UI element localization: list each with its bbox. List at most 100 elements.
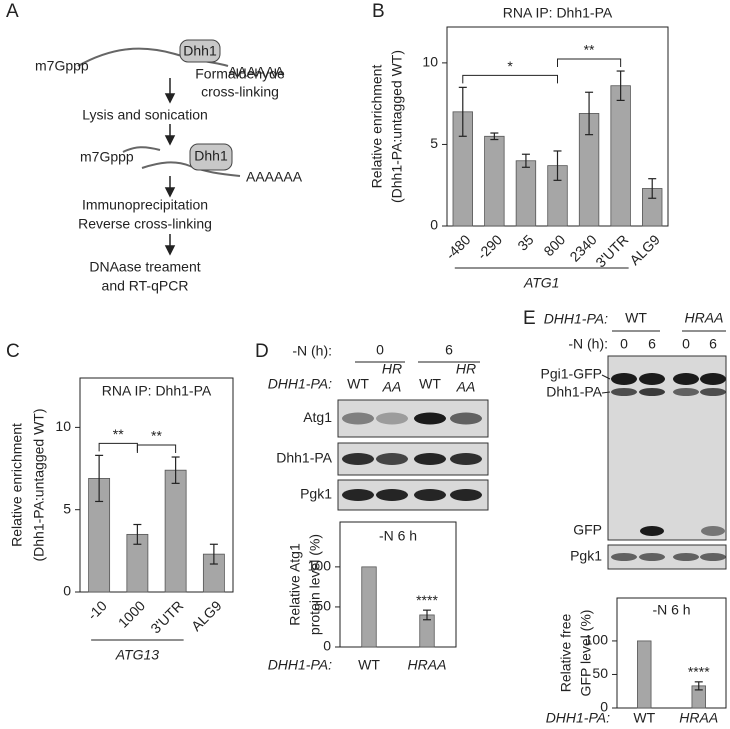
band: [414, 453, 446, 465]
band: [700, 553, 726, 561]
significance-bracket: [136, 444, 177, 454]
time-value: 0: [376, 342, 384, 358]
y-tick-label: 100: [585, 632, 609, 648]
chart-title: RNA IP: Dhh1-PA: [503, 5, 613, 21]
strain-label: DHH1-PA:: [268, 376, 332, 392]
y-tick-label: 5: [430, 135, 438, 151]
y-axis-label: (Dhh1-PA:untagged WT): [389, 50, 405, 203]
band: [673, 388, 699, 396]
cap-label: m7Gppp: [80, 149, 134, 165]
y-tick-label: 10: [55, 418, 71, 434]
error-bar: [423, 609, 431, 621]
protein-label: Dhh1: [183, 43, 217, 59]
x-tick-label: WT: [358, 657, 380, 673]
mrna-line: [77, 47, 229, 67]
strain-value: AA: [382, 379, 402, 395]
arrow-head: [164, 93, 176, 104]
y-axis-label: Relative enrichment: [369, 65, 385, 189]
band: [450, 412, 482, 425]
time-value: 0: [620, 336, 628, 352]
x-tick-label: -10: [84, 597, 110, 623]
step-text: and RT-qPCR: [102, 278, 189, 294]
y-tick-label: 0: [600, 699, 608, 715]
y-tick-label: 10: [422, 54, 438, 70]
plot-frame: [616, 597, 727, 709]
bar: [637, 640, 652, 709]
cap-label: m7Gppp: [35, 58, 89, 74]
polya-label: AAAAAA: [228, 64, 285, 80]
arrow-head: [164, 245, 176, 256]
x-tick-label: HRAA: [679, 710, 718, 726]
step-text: Lysis and sonication: [82, 107, 208, 123]
band-label: Pgk1: [570, 548, 602, 564]
band: [342, 412, 374, 425]
band-label: Dhh1-PA: [546, 384, 602, 400]
y-tick-label: 50: [592, 665, 608, 681]
band-label: Dhh1-PA: [276, 450, 332, 466]
strain-value: HRAA: [685, 310, 724, 326]
arrow-head: [164, 187, 176, 198]
strain-value: WT: [625, 310, 647, 326]
band: [639, 373, 665, 385]
error-bar: [458, 86, 467, 137]
panel-letter: D: [255, 341, 269, 362]
y-tick-label: 100: [308, 558, 332, 574]
band: [611, 388, 637, 396]
band: [450, 489, 482, 501]
step-text: Immunoprecipitation: [82, 197, 208, 213]
protein-shape: [189, 143, 233, 171]
band-label: GFP: [573, 522, 602, 538]
x-tick-label: -290: [474, 231, 505, 262]
band: [639, 553, 665, 561]
significance-label: **: [584, 42, 595, 58]
x-prefix-label: DHH1-PA:: [546, 710, 610, 726]
time-value: 6: [445, 342, 453, 358]
y-tick-label: 0: [323, 638, 331, 654]
plot-frame: [339, 521, 457, 648]
band: [611, 553, 637, 561]
y-axis-label: protein level (%): [307, 534, 323, 635]
x-tick-label: ALG9: [626, 231, 663, 268]
step-text: DNAase treament: [89, 259, 200, 275]
group-label: ATG1: [523, 275, 560, 291]
y-tick-label: 0: [430, 217, 438, 233]
blot: [607, 355, 727, 541]
group-label: ATG13: [115, 647, 160, 663]
x-tick-label: 1000: [115, 597, 148, 630]
y-tick-label: 50: [315, 598, 331, 614]
x-tick-label: HRAA: [408, 657, 447, 673]
significance-label: ****: [688, 664, 710, 680]
chart-title: -N 6 h: [379, 528, 417, 544]
band-label: Pgi1-GFP: [541, 366, 602, 382]
x-prefix-label: DHH1-PA:: [268, 657, 332, 673]
plot-frame: [79, 377, 234, 593]
band: [414, 489, 446, 501]
band: [673, 373, 699, 385]
arrows: [164, 78, 176, 256]
band-label: Atg1: [303, 409, 332, 425]
x-tick-label: ALG9: [188, 597, 225, 634]
error-bar: [490, 132, 499, 141]
error-bar: [585, 91, 594, 136]
strain-value: HR: [382, 361, 402, 377]
y-axis-label: Relative Atg1: [287, 543, 303, 626]
plots: A B C D E Formaldehyde cross-linking Lysis and …: [6, 1, 727, 726]
band: [376, 489, 408, 501]
error-bar: [95, 454, 104, 503]
strain-value: WT: [419, 376, 441, 392]
strain-value: HR: [456, 361, 476, 377]
band-label: Pgk1: [300, 486, 332, 502]
y-axis-label: Relative free: [558, 613, 574, 692]
significance-bracket: [98, 442, 138, 452]
error-bar: [553, 150, 562, 181]
protein-shape: [179, 39, 221, 63]
step-text: Formaldehyde: [195, 66, 285, 82]
label-pointer: [601, 374, 611, 394]
panel-letter: A: [6, 1, 19, 22]
band: [640, 526, 664, 536]
significance-label: *: [507, 58, 513, 74]
bar: [361, 566, 377, 648]
error-bar: [133, 523, 142, 545]
significance-label: **: [151, 428, 162, 444]
